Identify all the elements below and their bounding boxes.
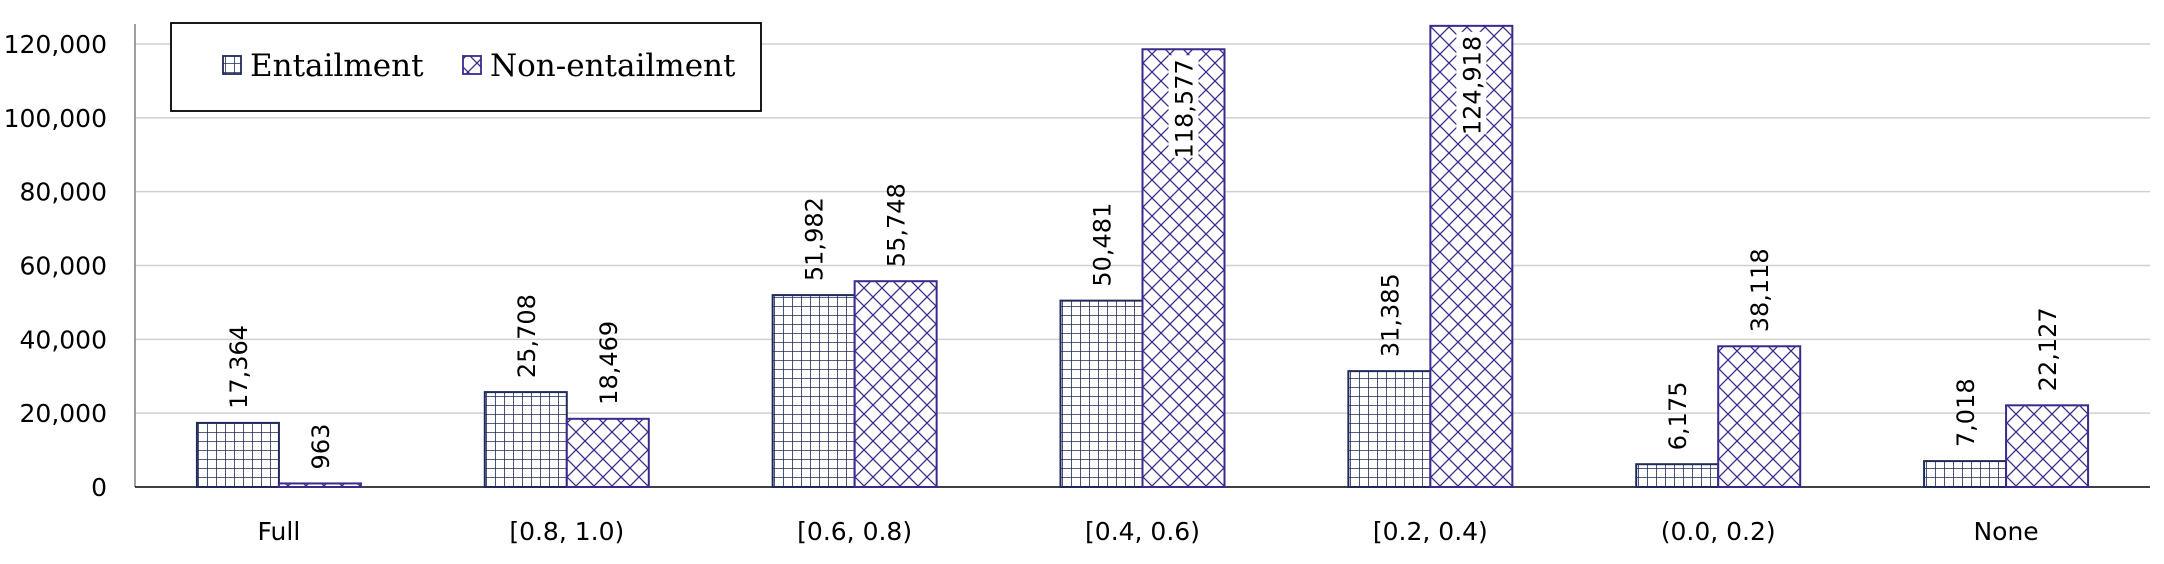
axes: 0 20,000 40,000 60,000 80,000 100,000 120,000 F…: [4, 24, 2150, 546]
bar-non-entailment: [277, 482, 362, 488]
x-tick-label: [0.2, 0.4): [1373, 517, 1488, 546]
y-tick-label: 120,000: [4, 30, 107, 59]
y-tick-label: 80,000: [20, 178, 107, 207]
legend-swatch-entailment: [222, 55, 242, 75]
x-tick-label: [0.6, 0.8): [797, 517, 912, 546]
bar-entailment: [1635, 463, 1720, 488]
bar-entailment: [1923, 460, 2008, 489]
data-label: 25,708: [513, 294, 541, 378]
legend-label: Non-entailment: [490, 48, 736, 84]
bar-entailment: [1059, 299, 1144, 488]
data-label: 50,481: [1089, 203, 1117, 287]
y-tick-label: 20,000: [20, 399, 107, 428]
x-tick-label: Full: [258, 517, 301, 546]
bars: [195, 24, 2090, 489]
x-tick-label: [0.8, 1.0): [509, 517, 624, 546]
x-tick-label: None: [1973, 517, 2038, 546]
data-label: 118,577: [1171, 59, 1199, 158]
bar-non-entailment: [2005, 404, 2090, 488]
data-label: 124,918: [1458, 36, 1486, 135]
data-label: 963: [307, 424, 335, 470]
y-tick-label: 0: [91, 473, 107, 502]
x-tick-label: (0.0, 0.2): [1661, 517, 1776, 546]
y-tick-label: 100,000: [4, 104, 107, 133]
data-label: 7,018: [1952, 378, 1980, 447]
data-label: 55,748: [883, 183, 911, 267]
legend-label: Entailment: [250, 48, 424, 84]
data-label: 17,364: [225, 325, 253, 409]
data-label-background: [1168, 55, 1199, 158]
bar-entailment: [771, 294, 856, 489]
bar-non-entailment: [853, 280, 938, 488]
bar-non-entailment: [1717, 345, 1802, 488]
data-label: 18,469: [595, 321, 623, 405]
data-label: 31,385: [1376, 273, 1404, 357]
data-label: 6,175: [1664, 381, 1692, 450]
bar-entailment: [483, 391, 568, 488]
bar-entailment: [195, 421, 280, 488]
y-tick-label: 60,000: [20, 252, 107, 281]
data-label: 38,118: [1746, 248, 1774, 332]
legend-swatch-non-entailment: [462, 55, 482, 75]
data-label: 51,982: [801, 197, 829, 281]
bar-non-entailment: [565, 417, 650, 488]
x-tick-label: [0.4, 0.6): [1085, 517, 1200, 546]
legend: Entailment Non-entailment: [170, 22, 762, 112]
data-labels: 17,364 963 25,708 18,469 51,982 55,748 50,481 1…: [225, 31, 2062, 470]
data-label-background: [1456, 31, 1487, 135]
bar-entailment: [1347, 370, 1432, 489]
y-tick-label: 40,000: [20, 325, 107, 354]
data-label: 22,127: [2034, 307, 2062, 391]
